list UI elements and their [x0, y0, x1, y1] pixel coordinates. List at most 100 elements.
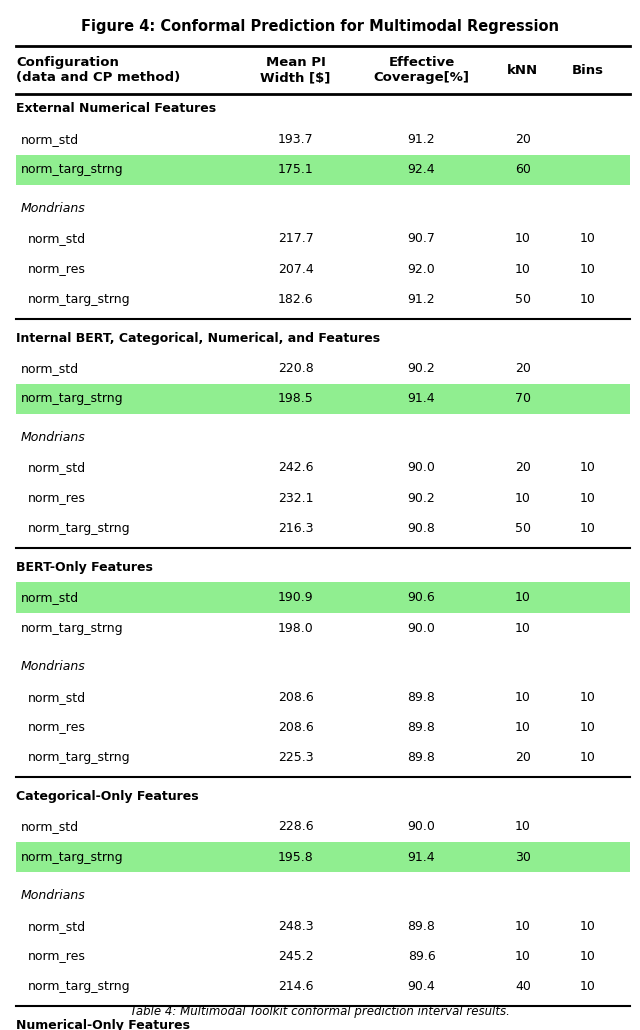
Text: Mondrians: Mondrians: [21, 889, 86, 902]
Text: norm_std: norm_std: [21, 133, 79, 146]
Text: 20: 20: [515, 751, 531, 764]
Text: 10: 10: [579, 690, 595, 703]
Text: 89.6: 89.6: [408, 950, 435, 963]
Text: 60: 60: [515, 163, 531, 176]
Text: 220.8: 220.8: [278, 362, 314, 375]
Text: Categorical-Only Features: Categorical-Only Features: [16, 790, 198, 803]
Text: 225.3: 225.3: [278, 751, 314, 764]
Text: 228.6: 228.6: [278, 820, 314, 833]
Text: Effective
Coverage[%]: Effective Coverage[%]: [374, 56, 470, 84]
Text: 90.2: 90.2: [408, 491, 435, 505]
Text: Internal BERT, Categorical, Numerical, and Features: Internal BERT, Categorical, Numerical, a…: [16, 332, 380, 345]
Text: 10: 10: [515, 920, 531, 933]
Text: 10: 10: [515, 491, 531, 505]
Text: 10: 10: [579, 491, 595, 505]
Text: 50: 50: [515, 522, 531, 536]
Text: norm_res: norm_res: [28, 950, 85, 963]
Text: 10: 10: [579, 920, 595, 933]
Text: 10: 10: [579, 232, 595, 245]
Text: 90.7: 90.7: [408, 232, 435, 245]
Text: 242.6: 242.6: [278, 461, 314, 475]
Text: Configuration
(data and CP method): Configuration (data and CP method): [16, 56, 180, 84]
Text: norm_std: norm_std: [21, 362, 79, 375]
Text: 89.8: 89.8: [408, 751, 435, 764]
Text: 10: 10: [579, 263, 595, 276]
Bar: [16, 383, 630, 414]
Text: norm_targ_strng: norm_targ_strng: [21, 621, 124, 634]
Text: 10: 10: [515, 232, 531, 245]
Text: 10: 10: [579, 751, 595, 764]
Text: 20: 20: [515, 461, 531, 475]
Text: 20: 20: [515, 133, 531, 146]
Text: norm_targ_strng: norm_targ_strng: [28, 751, 130, 764]
Text: 90.0: 90.0: [408, 461, 435, 475]
Text: Figure 4: Conformal Prediction for Multimodal Regression: Figure 4: Conformal Prediction for Multi…: [81, 19, 559, 34]
Text: 90.6: 90.6: [408, 591, 435, 605]
Text: 10: 10: [579, 981, 595, 994]
Text: 91.2: 91.2: [408, 293, 435, 306]
Text: Bins: Bins: [572, 64, 604, 76]
Text: 190.9: 190.9: [278, 591, 314, 605]
Text: 10: 10: [579, 721, 595, 734]
Text: 89.8: 89.8: [408, 690, 435, 703]
Text: 198.0: 198.0: [278, 621, 314, 634]
Text: norm_targ_strng: norm_targ_strng: [21, 392, 124, 406]
Text: 70: 70: [515, 392, 531, 406]
Text: 10: 10: [515, 591, 531, 605]
Text: 245.2: 245.2: [278, 950, 314, 963]
Text: Numerical-Only Features: Numerical-Only Features: [16, 1019, 190, 1030]
Text: norm_targ_strng: norm_targ_strng: [21, 851, 124, 864]
Text: 175.1: 175.1: [278, 163, 314, 176]
Text: 10: 10: [515, 690, 531, 703]
Text: 92.0: 92.0: [408, 263, 435, 276]
Text: 92.4: 92.4: [408, 163, 435, 176]
Text: 207.4: 207.4: [278, 263, 314, 276]
Text: norm_std: norm_std: [28, 461, 86, 475]
Bar: [16, 582, 630, 613]
Text: BERT-Only Features: BERT-Only Features: [16, 560, 153, 574]
Text: norm_std: norm_std: [28, 920, 86, 933]
Text: 182.6: 182.6: [278, 293, 314, 306]
Text: norm_std: norm_std: [28, 232, 86, 245]
Text: 10: 10: [515, 950, 531, 963]
Text: norm_targ_strng: norm_targ_strng: [28, 981, 130, 994]
Text: norm_res: norm_res: [28, 721, 85, 734]
Text: 10: 10: [579, 461, 595, 475]
Text: 20: 20: [515, 362, 531, 375]
Text: 91.2: 91.2: [408, 133, 435, 146]
Text: 90.2: 90.2: [408, 362, 435, 375]
Text: 90.4: 90.4: [408, 981, 435, 994]
Text: norm_std: norm_std: [28, 690, 86, 703]
Text: 50: 50: [515, 293, 531, 306]
Text: 208.6: 208.6: [278, 721, 314, 734]
Text: Table 4: Multimodal Toolkit conformal prediction interval results.: Table 4: Multimodal Toolkit conformal pr…: [130, 1004, 510, 1018]
Text: 10: 10: [579, 950, 595, 963]
Bar: [16, 842, 630, 872]
Text: 208.6: 208.6: [278, 690, 314, 703]
Text: 90.0: 90.0: [408, 820, 435, 833]
Text: norm_res: norm_res: [28, 491, 85, 505]
Text: norm_targ_strng: norm_targ_strng: [28, 522, 130, 536]
Text: External Numerical Features: External Numerical Features: [16, 102, 216, 115]
Text: 217.7: 217.7: [278, 232, 314, 245]
Text: 91.4: 91.4: [408, 851, 435, 864]
Text: 10: 10: [579, 293, 595, 306]
Text: 40: 40: [515, 981, 531, 994]
Text: 89.8: 89.8: [408, 920, 435, 933]
Text: 232.1: 232.1: [278, 491, 314, 505]
Text: norm_std: norm_std: [21, 591, 79, 605]
Text: 10: 10: [515, 621, 531, 634]
Text: 193.7: 193.7: [278, 133, 314, 146]
Text: 10: 10: [515, 721, 531, 734]
Text: 195.8: 195.8: [278, 851, 314, 864]
Text: norm_res: norm_res: [28, 263, 85, 276]
Text: 214.6: 214.6: [278, 981, 314, 994]
Text: Mondrians: Mondrians: [21, 660, 86, 674]
Text: 90.0: 90.0: [408, 621, 435, 634]
Text: 10: 10: [515, 263, 531, 276]
Text: 91.4: 91.4: [408, 392, 435, 406]
Text: norm_targ_strng: norm_targ_strng: [28, 293, 130, 306]
Text: 30: 30: [515, 851, 531, 864]
Text: 216.3: 216.3: [278, 522, 314, 536]
Text: Mean PI
Width [$]: Mean PI Width [$]: [260, 56, 331, 84]
